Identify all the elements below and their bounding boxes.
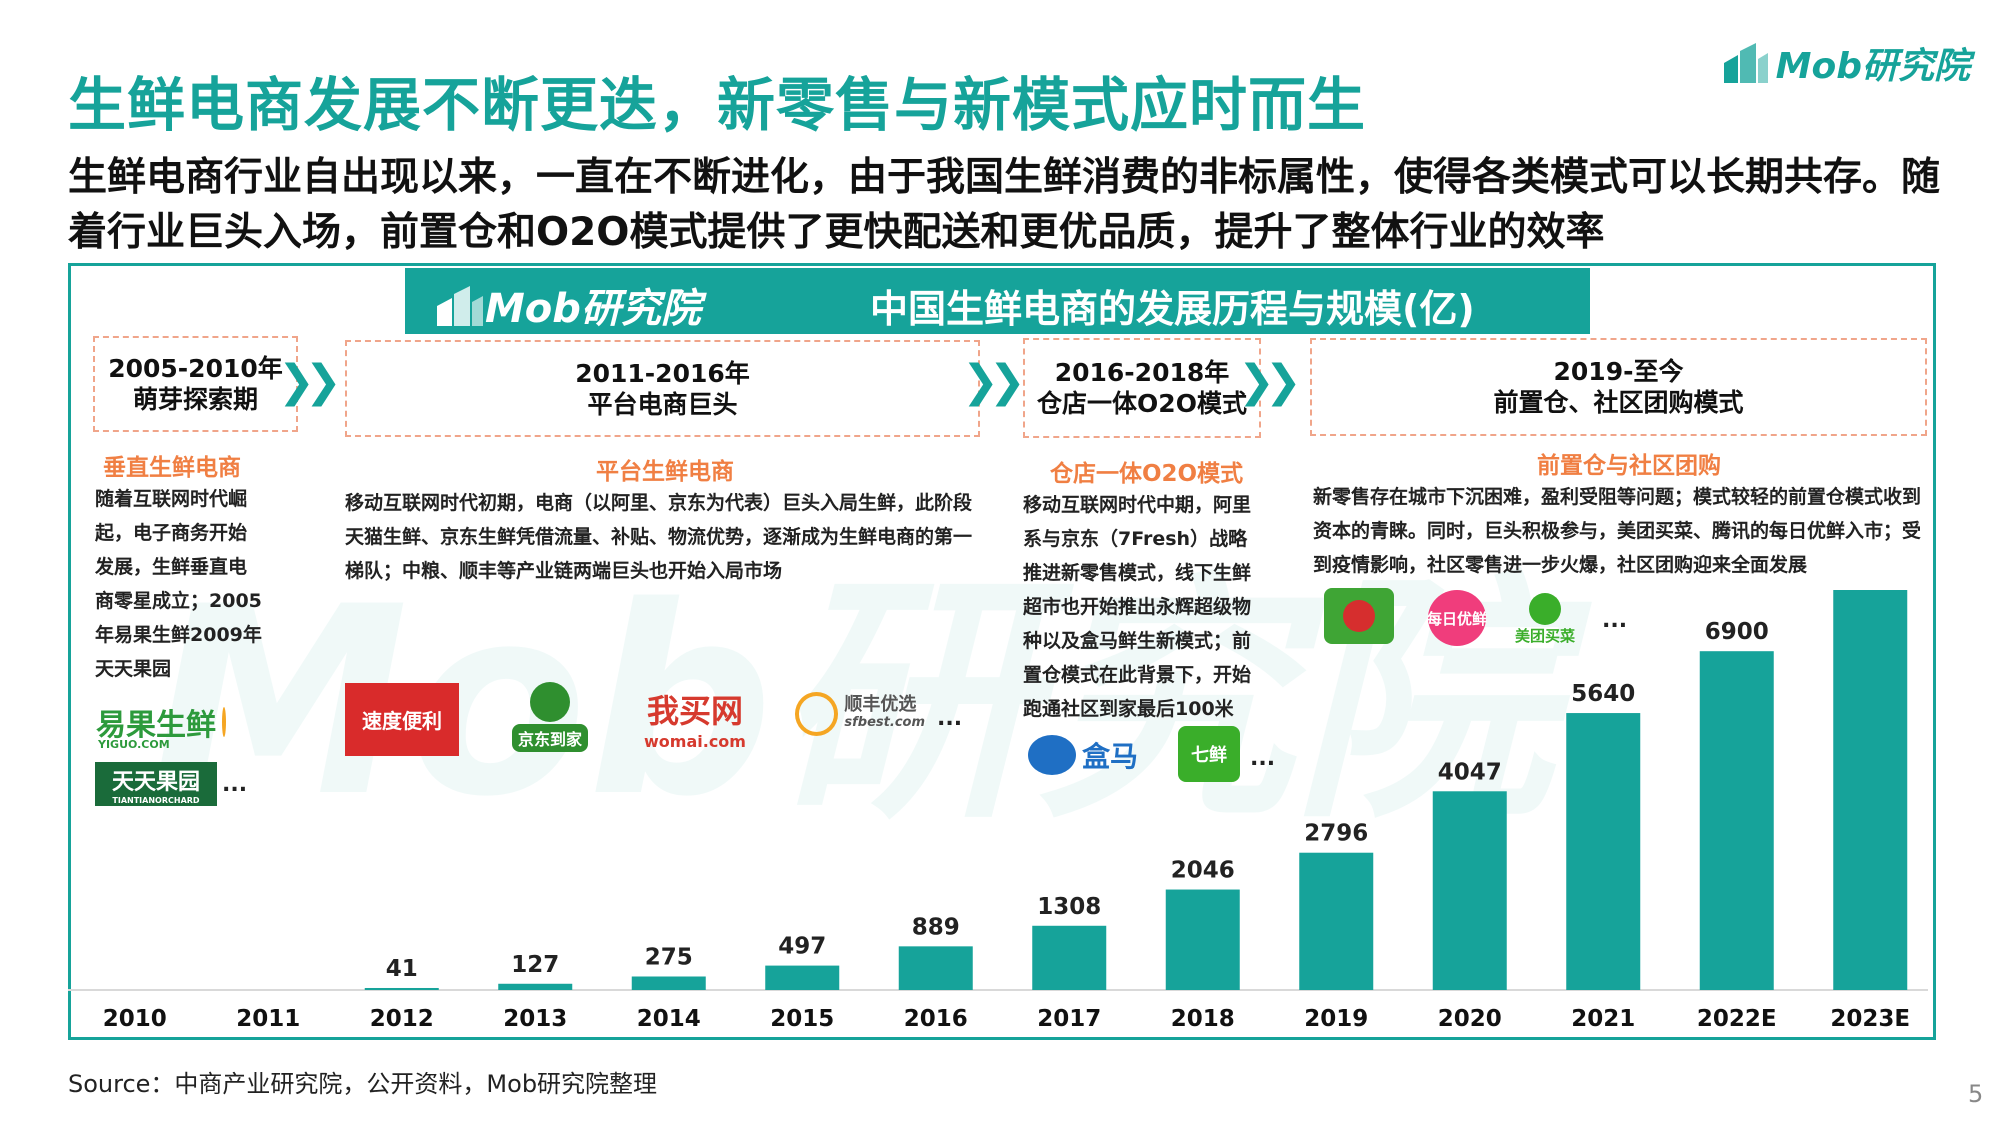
- x-tick-label: 2023E: [1830, 1006, 1910, 1032]
- x-tick-label: 2010: [103, 1006, 167, 1032]
- tiantian-logo: 天天果园 TIANTIANORCHARD: [95, 762, 217, 806]
- x-tick-label: 2011: [236, 1006, 300, 1032]
- tmall-fresh-logo: 速度便利: [345, 683, 459, 756]
- bar-2016: [898, 946, 973, 990]
- data-label: 889: [912, 914, 960, 940]
- bar-2017: [1032, 925, 1107, 990]
- hema-logo: 盒马: [1023, 730, 1143, 780]
- bar-2018: [1165, 889, 1240, 990]
- category-label: 前置仓与社区团购: [1537, 453, 1721, 479]
- phase-description: 移动互联网时代初期，电商（以阿里、京东为代表）巨头入局生鲜，此阶段天猫生鲜、京东…: [345, 492, 973, 582]
- more-ellipsis: ...: [937, 706, 963, 731]
- page-subtitle: 生鲜电商行业自出现以来，一直在不断进化，由于我国生鲜消费的非标属性，使得各类模式…: [68, 155, 1941, 255]
- source-note: Source：中商产业研究院，公开资料，Mob研究院整理: [68, 1070, 658, 1098]
- phase-period: 2005-2010年: [108, 354, 283, 383]
- bar-2020: [1432, 791, 1507, 990]
- missfresh-logo: 每日优鲜: [1427, 590, 1487, 646]
- chevron-right-icon: ❯❯: [962, 356, 1026, 407]
- x-tick-label: 2018: [1171, 1006, 1235, 1032]
- chevron-right-icon: ❯❯: [1238, 356, 1302, 407]
- phase-description: 随着互联网时代崛起，电子商务开始发展，生鲜垂直电商零星成立；2005年易果生鲜2…: [95, 488, 262, 680]
- data-label: 497: [778, 934, 826, 960]
- page-title: 生鲜电商发展不断更迭，新零售与新模式应时而生: [68, 71, 1367, 139]
- bar-2012: [364, 987, 439, 990]
- mob-logo: Mob研究院: [1722, 38, 1970, 88]
- phase-name: 仓店一体O2O模式: [1037, 389, 1247, 418]
- bar-2021: [1566, 713, 1641, 990]
- bar-2019: [1299, 852, 1374, 990]
- x-tick-label: 2012: [370, 1006, 434, 1032]
- phase-period: 2011-2016年: [575, 358, 750, 388]
- data-label: 127: [511, 952, 559, 978]
- x-tick-label: 2021: [1571, 1006, 1635, 1032]
- more-ellipsis: ...: [1250, 746, 1276, 771]
- data-label: 275: [645, 944, 693, 970]
- x-tick-label: 2016: [904, 1006, 968, 1032]
- bar-2014: [631, 976, 706, 990]
- x-tick-label: 2014: [637, 1006, 701, 1032]
- meituan-maicai-logo: 美团买菜: [1510, 588, 1580, 650]
- phase-box-3: 2016-2018年 仓店一体O2O模式: [1023, 338, 1261, 438]
- data-label: 41: [386, 956, 418, 982]
- jd-dog-icon: [530, 682, 570, 722]
- bar-2015: [765, 965, 840, 990]
- data-label: 5640: [1571, 681, 1635, 707]
- mob-logo-icon: [1723, 43, 1768, 83]
- yiguo-logo: 易果生鲜: [96, 698, 226, 746]
- phase-name: 萌芽探索期: [132, 385, 258, 414]
- phase-name: 平台电商巨头: [587, 389, 738, 419]
- x-tick-label: 2022E: [1697, 1006, 1777, 1032]
- jd-daojia-logo: 京东到家: [505, 678, 595, 756]
- chart-panel: [68, 263, 1936, 1040]
- bar-2013: [498, 983, 573, 990]
- phase-name: 前置仓、社区团购模式: [1493, 388, 1744, 417]
- x-tick-label: 2013: [503, 1006, 567, 1032]
- hippo-icon: [1027, 735, 1076, 775]
- data-label: 2046: [1171, 858, 1235, 884]
- data-label: 6900: [1705, 619, 1769, 645]
- meituan-leaf-icon: [1529, 592, 1561, 625]
- dingdong-logo: [1324, 588, 1394, 644]
- x-tick-label: 2017: [1037, 1006, 1101, 1032]
- banner-logo: Mob研究院: [435, 276, 701, 334]
- category-label: 垂直生鲜电商: [103, 455, 241, 481]
- x-tick-label: 2015: [770, 1006, 834, 1032]
- category-label: 平台生鲜电商: [596, 459, 734, 485]
- bar-chart: 2010 2011 41 2012 127 2013 275 2014 497 2015 889 20…: [68, 590, 1928, 1032]
- phase-period: 2016-2018年: [1054, 358, 1230, 387]
- phase-box-4: 2019-至今 前置仓、社区团购模式: [1310, 338, 1927, 436]
- data-label: 1308: [1037, 894, 1101, 920]
- banner-logo-text: Mob研究院: [485, 286, 701, 332]
- banner-logo-icon: [437, 286, 483, 326]
- fruit-icon: [222, 707, 226, 737]
- more-ellipsis: ...: [222, 772, 248, 797]
- sfbest-logo: 顺丰优选 sfbest.com: [795, 686, 925, 742]
- yiguo-logo-sub: YIGUO.COM: [98, 738, 170, 751]
- data-label: 2796: [1304, 821, 1368, 847]
- 7fresh-logo: 七鲜: [1178, 726, 1240, 782]
- data-label: 4047: [1438, 759, 1502, 785]
- bar-2023E: [1833, 590, 1908, 990]
- sf-circle-icon: [795, 692, 839, 736]
- mob-logo-text: Mob研究院: [1775, 46, 1970, 87]
- radish-icon: [1343, 600, 1375, 632]
- womai-logo: 我买网 womai.com: [644, 691, 746, 751]
- chart-title: 中国生鲜电商的发展历程与规模(亿): [870, 287, 1475, 331]
- phase-description: 移动互联网时代中期，阿里系与京东（7Fresh）战略推进新零售模式，线下生鲜超市…: [1023, 494, 1252, 720]
- phase-box-1: 2005-2010年 萌芽探索期: [93, 336, 298, 432]
- bar-2022E: [1699, 651, 1774, 990]
- phase-period: 2019-至今: [1553, 357, 1684, 386]
- more-ellipsis: ...: [1602, 608, 1628, 633]
- phase-description: 新零售存在城市下沉困难，盈利受阻等问题；模式较轻的前置仓模式收到资本的青睐。同时…: [1313, 486, 1922, 576]
- chevron-right-icon: ❯❯: [278, 356, 342, 407]
- phase-box-2: 2011-2016年 平台电商巨头: [345, 340, 980, 437]
- x-tick-label: 2020: [1438, 1006, 1502, 1032]
- x-tick-label: 2019: [1304, 1006, 1368, 1032]
- panel-banner: [405, 268, 1590, 334]
- page-number: 5: [1968, 1080, 1984, 1108]
- category-label: 仓店一体O2O模式: [1050, 461, 1244, 487]
